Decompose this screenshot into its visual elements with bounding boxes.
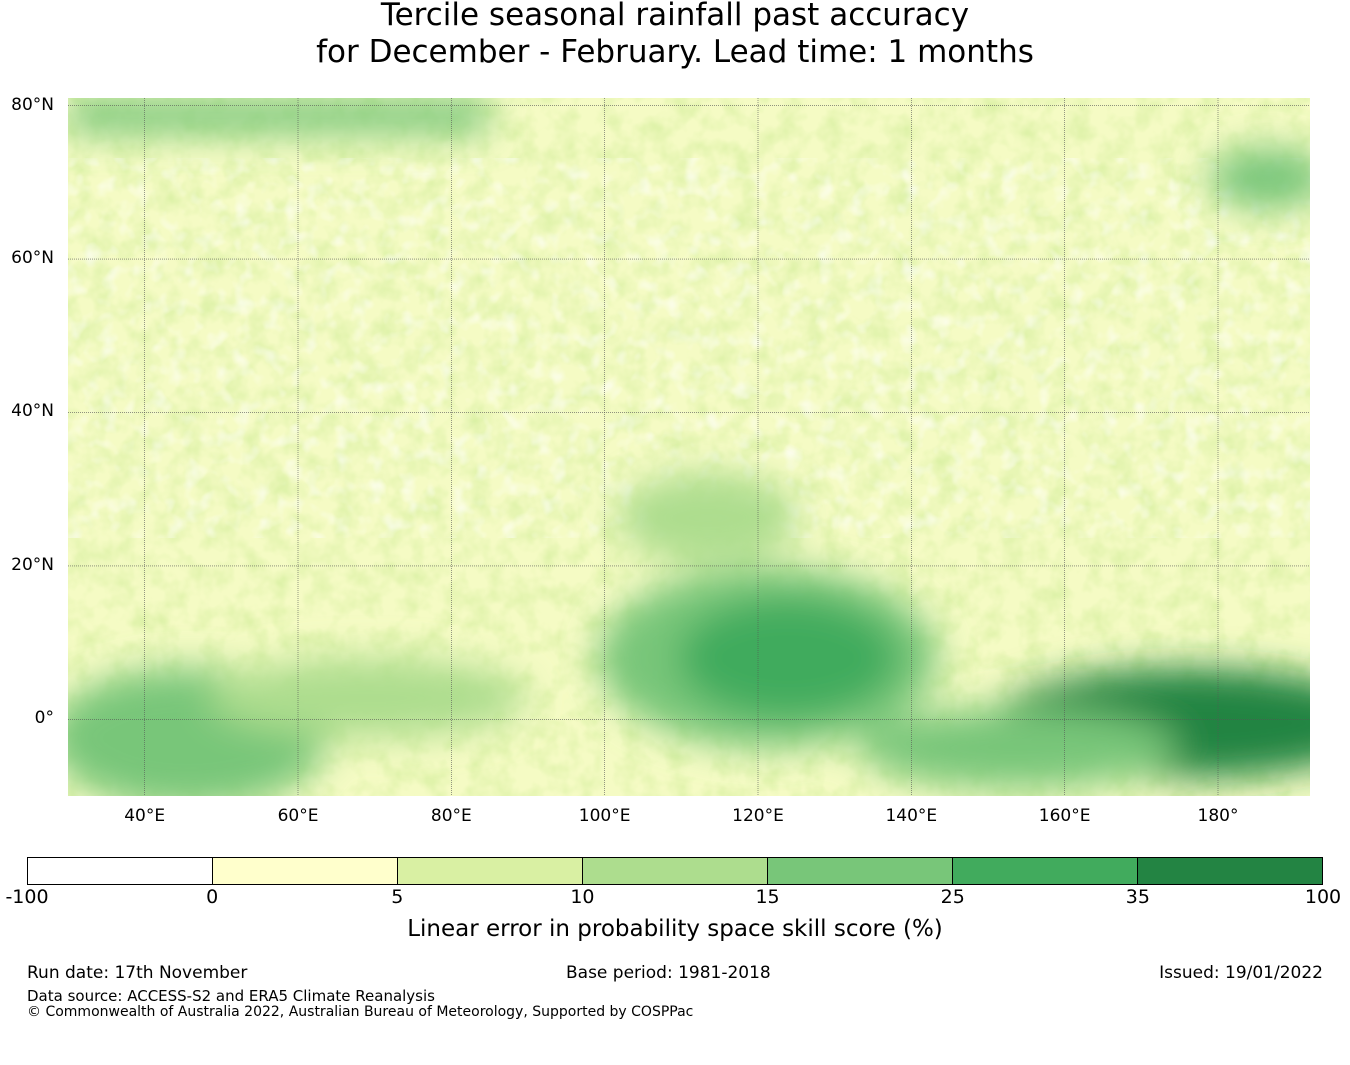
skill-score-map	[68, 98, 1310, 796]
lat-tick-label: 60°N	[11, 248, 54, 269]
colorbar-segment	[768, 858, 953, 884]
copyright: © Commonwealth of Australia 2022, Austra…	[27, 1004, 694, 1020]
graticule	[68, 98, 1310, 796]
colorbar	[27, 857, 1323, 885]
lon-tick-label: 80°E	[430, 806, 472, 826]
lon-tick-label: 120°E	[732, 806, 784, 826]
lon-tick-label: 180°	[1197, 806, 1239, 826]
data-source: Data source: ACCESS-S2 and ERA5 Climate …	[27, 987, 435, 1005]
colorbar-tick: 0	[206, 886, 219, 908]
lon-tick-label: 100°E	[578, 806, 631, 826]
colorbar-segment	[28, 858, 213, 884]
run-date: Run date: 17th November	[27, 963, 248, 983]
colorbar-segment	[213, 858, 398, 884]
colorbar-tick: 5	[391, 886, 404, 908]
chart-title-line-1: Tercile seasonal rainfall past accuracy	[380, 0, 970, 33]
colorbar-label: Linear error in probability space skill …	[407, 916, 943, 942]
colorbar-tick: 15	[755, 886, 780, 908]
lon-tick-label: 40°E	[124, 806, 166, 826]
lat-tick-label: 40°N	[11, 401, 54, 422]
colorbar-tick: 35	[1125, 886, 1150, 908]
colorbar-tick: 10	[570, 886, 595, 908]
colorbar-tick: 100	[1304, 886, 1342, 908]
lat-tick-label: 20°N	[11, 554, 54, 575]
lon-tick-label: 60°E	[277, 806, 319, 826]
lat-tick-label: 0°	[34, 708, 54, 729]
lon-tick-label: 140°E	[885, 806, 938, 826]
chart-title-line-2: for December - February. Lead time: 1 mo…	[316, 34, 1034, 70]
lon-tick-label: 160°E	[1038, 806, 1091, 826]
colorbar-segment	[953, 858, 1138, 884]
issued-date: Issued: 19/01/2022	[1159, 963, 1323, 983]
colorbar-segment	[583, 858, 768, 884]
skill-field-green-regions	[68, 98, 1310, 796]
lat-tick-label: 80°N	[11, 94, 54, 115]
colorbar-segment	[1138, 858, 1322, 884]
map-canvas	[68, 98, 1310, 796]
colorbar-segment	[398, 858, 583, 884]
base-period: Base period: 1981-2018	[566, 963, 771, 983]
colorbar-tick: -100	[5, 886, 49, 908]
colorbar-tick: 25	[940, 886, 965, 908]
